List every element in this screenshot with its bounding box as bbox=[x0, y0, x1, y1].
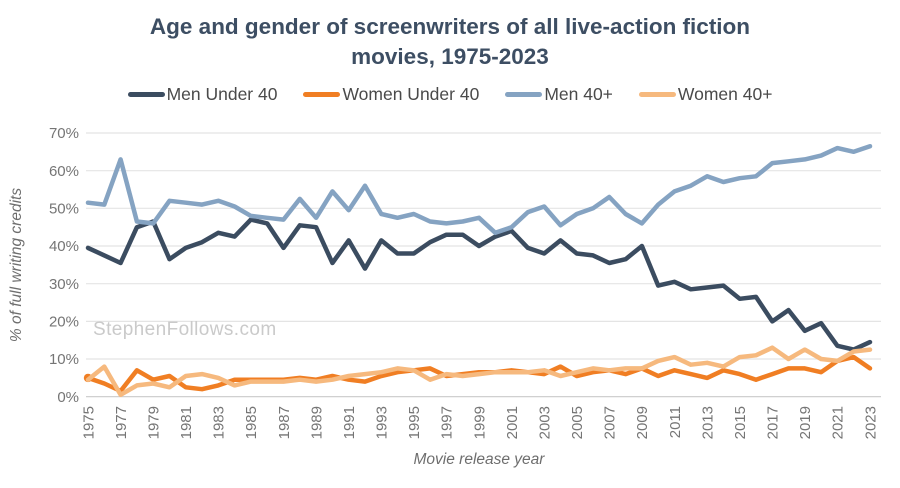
y-tick-label: 30% bbox=[49, 276, 79, 293]
x-tick-label: 2011 bbox=[667, 406, 684, 438]
x-tick-label: 2001 bbox=[504, 406, 521, 439]
legend-label-women-40: Women 40+ bbox=[677, 84, 773, 104]
watermark: StephenFollows.com bbox=[93, 319, 277, 340]
x-tick-label: 2009 bbox=[634, 406, 651, 439]
x-tick-label: 2019 bbox=[797, 406, 814, 439]
legend-label-men-under-40: Men Under 40 bbox=[166, 84, 278, 104]
x-tick-label: 2015 bbox=[732, 406, 749, 439]
x-tick-label: 1981 bbox=[178, 406, 195, 439]
x-tick-label: 1995 bbox=[406, 406, 423, 439]
x-tick-label: 2021 bbox=[830, 406, 847, 439]
y-tick-label: 20% bbox=[49, 314, 79, 331]
legend-swatch-women-under-40 bbox=[303, 92, 341, 97]
x-tick-label: 2013 bbox=[699, 406, 716, 439]
x-tick-label: 1997 bbox=[439, 406, 456, 439]
y-tick-label: 10% bbox=[49, 351, 79, 368]
y-tick-label: 70% bbox=[49, 125, 79, 142]
x-tick-label: 1989 bbox=[308, 406, 325, 439]
legend-label-men-40: Men 40+ bbox=[544, 84, 613, 104]
x-tick-label: 2017 bbox=[765, 406, 782, 439]
x-tick-label: 2023 bbox=[862, 406, 879, 439]
legend: Men Under 40 Women Under 40 Men 40+ Women 4… bbox=[0, 84, 900, 105]
legend-swatch-men-under-40 bbox=[127, 92, 165, 97]
y-axis-title: % of full writing credits bbox=[8, 187, 25, 343]
series-line-men-40 bbox=[85, 143, 873, 236]
legend-item-men-under-40: Men Under 40 bbox=[127, 84, 278, 105]
legend-label-women-under-40: Women Under 40 bbox=[342, 84, 480, 104]
x-tick-label: 1983 bbox=[211, 406, 228, 439]
legend-swatch-men-40 bbox=[505, 92, 543, 97]
x-tick-label: 1975 bbox=[80, 406, 97, 439]
chart-title-line-2: movies, 1975-2023 bbox=[351, 43, 549, 69]
legend-item-women-under-40: Women Under 40 bbox=[303, 84, 479, 105]
legend-item-men-40: Men 40+ bbox=[505, 84, 613, 105]
x-tick-label: 1999 bbox=[471, 406, 488, 439]
x-tick-label: 1979 bbox=[145, 406, 162, 439]
chart-title: Age and gender of screenwriters of all l… bbox=[0, 12, 900, 71]
y-tick-label: 50% bbox=[49, 201, 79, 218]
x-tick-label: 2003 bbox=[536, 406, 553, 439]
legend-swatch-women-40 bbox=[638, 92, 676, 97]
series-line-women-40 bbox=[85, 345, 873, 398]
legend-item-women-40: Women 40+ bbox=[638, 84, 773, 105]
x-tick-label: 1977 bbox=[113, 406, 130, 439]
chart-title-line-1: Age and gender of screenwriters of all l… bbox=[149, 14, 751, 39]
x-tick-label: 2005 bbox=[569, 406, 586, 439]
series-line-men-under-40 bbox=[85, 217, 873, 352]
x-axis-title: Movie release year bbox=[413, 451, 545, 468]
y-tick-label: 40% bbox=[49, 238, 79, 255]
x-tick-label: 1993 bbox=[374, 406, 391, 439]
x-tick-label: 1991 bbox=[341, 406, 358, 439]
x-tick-label: 1985 bbox=[243, 406, 260, 439]
x-tick-label: 2007 bbox=[602, 406, 619, 439]
y-tick-label: 60% bbox=[49, 163, 79, 180]
x-tick-label: 1987 bbox=[276, 406, 293, 439]
y-tick-label: 0% bbox=[57, 389, 79, 406]
